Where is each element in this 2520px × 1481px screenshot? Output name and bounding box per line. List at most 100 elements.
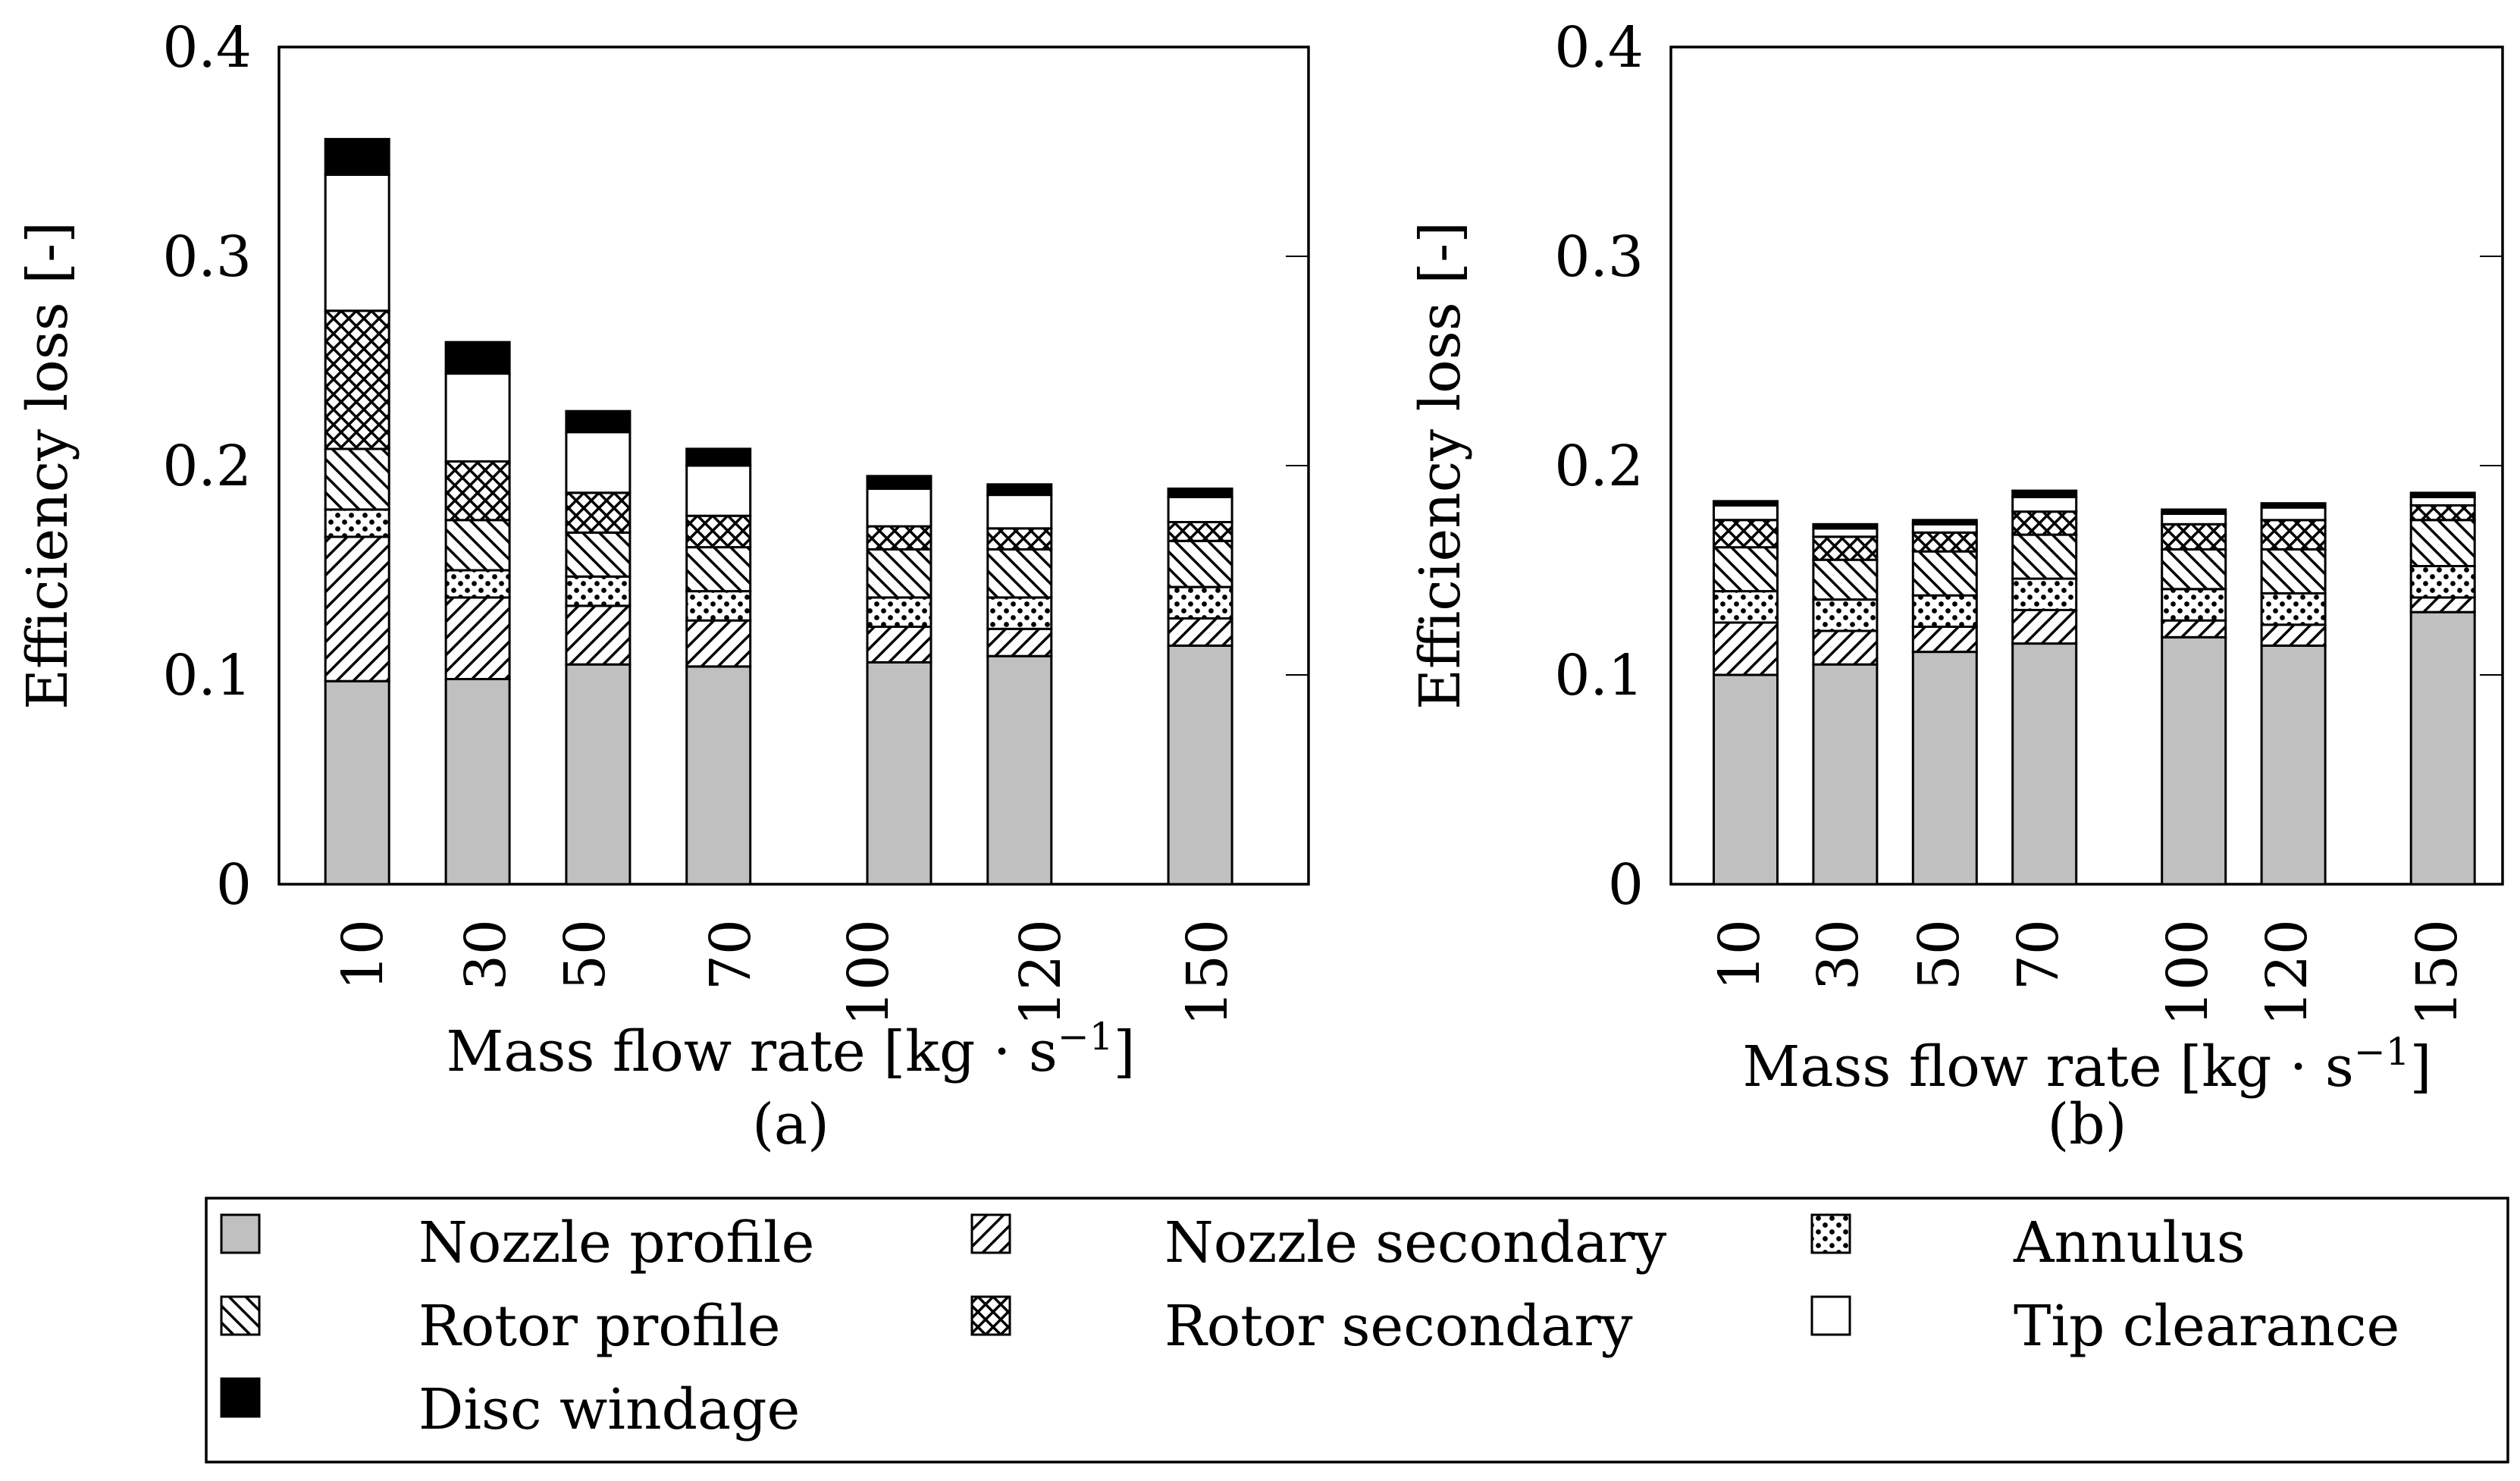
bar-segment-rotor-profile [2161,548,2227,591]
bars-panel-b [1713,489,2476,886]
bar-segment-nozzle-secondary [2409,596,2476,613]
bar-segment-tip-clearance [444,372,511,463]
bar-segment-nozzle-profile [2161,635,2227,886]
bar-segment-tip-clearance [986,494,1053,530]
y-axis-title: Efficiency loss [-] [1408,221,1473,710]
bar-segment-nozzle-profile [565,663,632,886]
bar-segment-nozzle-profile [2011,642,2078,886]
bar-segment-rotor-profile [1713,546,1779,593]
bar-segment-annulus [2409,565,2476,599]
bar-segment-nozzle-secondary [1167,617,1233,647]
x-tick-label: 150 [1175,919,1240,1026]
bar-segment-rotor-profile [2409,519,2476,567]
bar-segment-annulus [1167,585,1233,620]
bar-segment-disc-windage [2260,502,2327,509]
bar-segment-nozzle-profile [1812,663,1879,886]
bar-segment-nozzle-secondary [986,627,1053,657]
legend-frame [205,1197,2509,1464]
bar-segment-disc-windage [685,447,752,467]
bar-segment-nozzle-secondary [324,535,390,682]
bar-segment-nozzle-profile [2260,644,2327,886]
x-axis: 10 30 50 70 100 120 150 Mass flow rate [… [1707,919,2470,1100]
y-tick-label: 0.3 [162,224,252,290]
legend-swatch-nozzle-secondary [970,1213,1011,1254]
bar-segment-nozzle-profile [1911,651,1978,886]
bar-segment-rotor-secondary [444,460,511,522]
bar-segment-tip-clearance [2011,495,2078,513]
bar-segment-rotor-secondary [1911,531,1978,553]
bar-segment-tip-clearance [2409,495,2476,507]
bar-segment-disc-windage [444,340,511,375]
bar-segment-nozzle-secondary [685,619,752,668]
x-tick-label: 120 [2255,919,2320,1026]
bar-segment-nozzle-secondary [1911,626,1978,654]
bars-panel-a [324,137,1233,886]
bar-segment-rotor-secondary [324,309,390,450]
x-tick-label: 100 [836,919,901,1026]
bar-segment-annulus [2011,577,2078,611]
bar-segment-annulus [2260,591,2327,626]
bar-segment-rotor-profile [2011,533,2078,580]
y-tick-label: 0.1 [1554,643,1644,708]
bar-segment-annulus [565,575,632,607]
plot-area-frame [277,45,1310,886]
bar-segment-nozzle-secondary [866,626,932,664]
bar-segment-rotor-profile [1167,539,1233,588]
bar-segment-rotor-secondary [685,514,752,549]
bar-segment-annulus [1713,590,1779,624]
bar-segment-nozzle-profile [444,678,511,886]
y-tick-label: 0.4 [162,15,252,80]
bar-segment-annulus [986,596,1053,630]
x-axis-title: Mass flow rate [kg · s−1] [1743,1030,2432,1100]
chart-panel-a: 0 0.1 0.2 0.3 0.4 Efficiency loss [-] 10… [15,15,1310,1157]
legend-swatch-tip-clearance [1810,1295,1851,1336]
bar-segment-annulus [866,596,932,629]
legend-label: Rotor secondary [1164,1294,1633,1359]
bar-segment-annulus [324,508,390,538]
bar-segment-disc-windage [866,475,932,490]
bar-segment-annulus [1812,598,1879,632]
bar-segment-disc-windage [324,137,390,176]
bar-segment-nozzle-secondary [1812,629,1879,666]
bar-segment-disc-windage [1812,522,1879,530]
bar-segment-tip-clearance [1167,495,1233,524]
bar-segment-annulus [444,569,511,599]
bar-segment-nozzle-secondary [1713,621,1779,676]
bar-segment-nozzle-secondary [444,596,511,681]
bar-segment-tip-clearance [565,431,632,494]
bar-segment-tip-clearance [324,173,390,312]
x-tick-label: 10 [1707,919,1772,990]
y-axis: 0 0.1 0.2 0.3 0.4 Efficiency loss [-] [1408,15,2503,918]
legend-swatch-nozzle-profile [220,1213,261,1254]
y-axis: 0 0.1 0.2 0.3 0.4 Efficiency loss [-] [15,15,1309,918]
bar-segment-annulus [2161,588,2227,622]
bar-segment-disc-windage [565,409,632,434]
x-axis: 10 30 50 70 100 120 150 Mass flow rate [… [331,919,1240,1084]
legend-swatch-rotor-profile [220,1295,261,1336]
bar-segment-tip-clearance [1911,522,1978,534]
bar-segment-rotor-secondary [1812,535,1879,561]
bar-segment-disc-windage [1911,519,1978,526]
y-tick-label: 0.2 [162,434,252,499]
bar-segment-disc-windage [2161,508,2227,515]
bar-segment-tip-clearance [2161,513,2227,526]
bar-segment-nozzle-profile [1167,644,1233,886]
legend-swatch-annulus [1810,1213,1851,1254]
bar-segment-rotor-secondary [986,527,1053,551]
x-tick-label: 10 [331,919,396,990]
bar-segment-tip-clearance [866,487,932,528]
bar-segment-tip-clearance [685,464,752,517]
bar-segment-nozzle-secondary [565,604,632,666]
bar-segment-nozzle-profile [986,654,1053,886]
bar-segment-nozzle-profile [685,665,752,886]
bar-segment-disc-windage [1167,487,1233,498]
x-tick-label: 150 [2405,919,2470,1026]
bar-segment-nozzle-secondary [2161,619,2227,639]
bar-segment-rotor-profile [866,548,932,599]
x-tick-label: 30 [453,919,519,990]
legend-label: Nozzle secondary [1164,1210,1667,1275]
bar-segment-nozzle-profile [866,660,932,886]
bar-segment-nozzle-profile [1713,673,1779,886]
y-tick-label: 0 [216,852,252,918]
bar-segment-rotor-secondary [2260,519,2327,551]
